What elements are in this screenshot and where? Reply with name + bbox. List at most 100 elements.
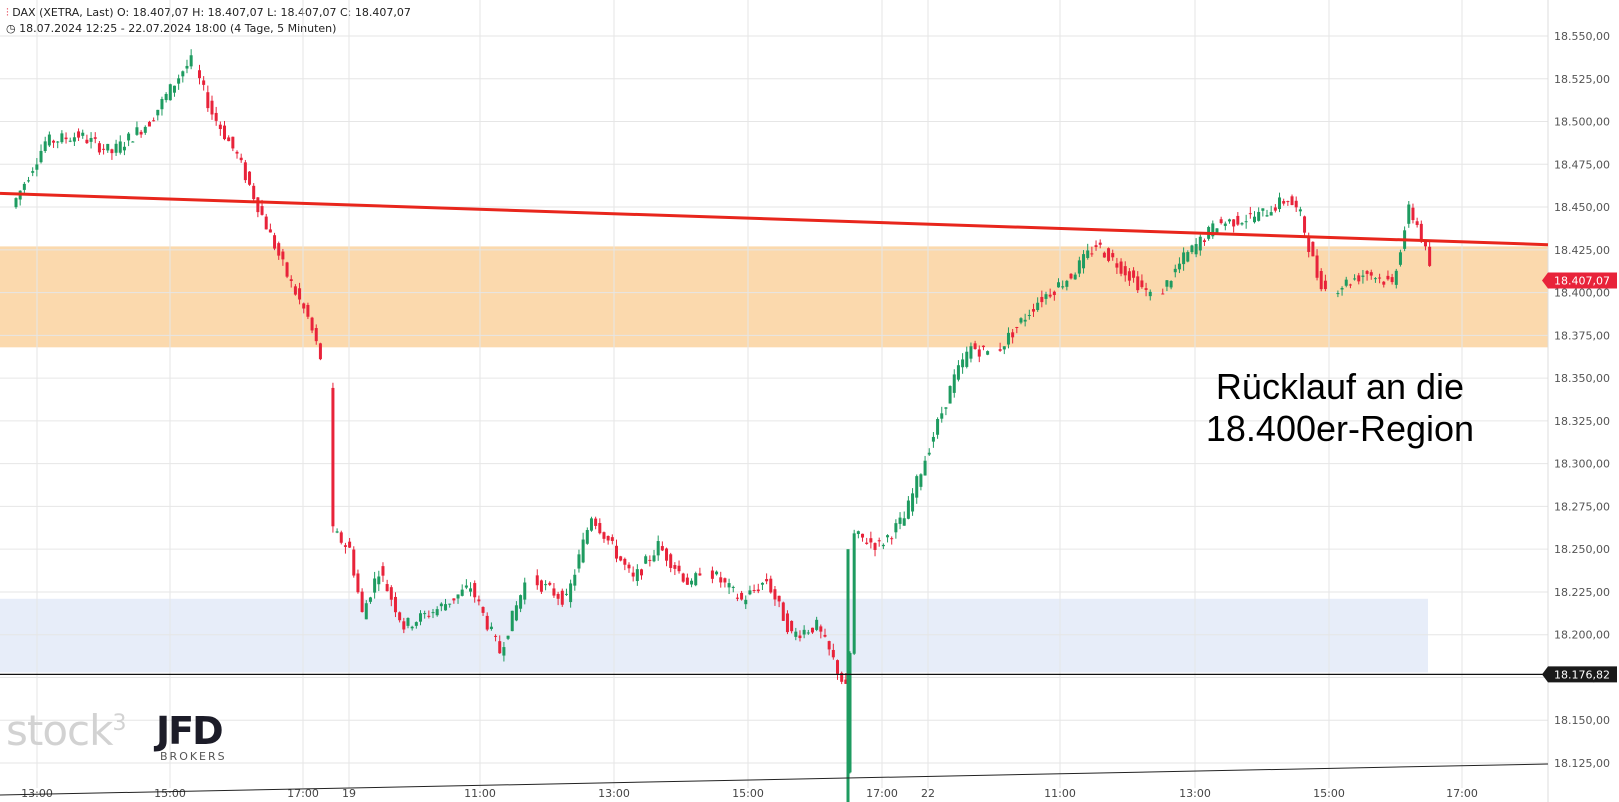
candle-body — [915, 476, 919, 498]
candle-body — [602, 532, 606, 539]
candle-body — [489, 626, 493, 630]
candle-body — [14, 198, 18, 208]
candle-body — [598, 523, 602, 534]
candle-body — [43, 141, 47, 152]
candle-body — [239, 157, 243, 161]
candle-body — [1094, 245, 1098, 248]
candle-body — [122, 146, 126, 151]
candle-body — [452, 598, 456, 601]
candle-icon: ⫶ — [6, 6, 9, 19]
candle-body — [1361, 275, 1365, 277]
candle-body — [610, 537, 614, 541]
candle-body — [289, 279, 293, 281]
candle-body — [89, 137, 93, 142]
candle-body — [881, 544, 885, 547]
candle-body — [77, 131, 81, 138]
candle-body — [1390, 277, 1394, 283]
gap-candle-body — [846, 549, 850, 802]
candle-body — [1261, 208, 1265, 211]
candle-body — [1244, 221, 1248, 223]
candle-body — [1086, 250, 1090, 258]
y-tick-label: 18.525,00 — [1554, 73, 1610, 86]
candle-body — [1294, 200, 1298, 208]
candle-body — [869, 538, 873, 543]
candle-body — [690, 580, 694, 585]
candle-body — [940, 413, 944, 419]
candle-body — [398, 612, 402, 621]
resistance-zone — [0, 246, 1548, 348]
candle-body — [948, 386, 952, 404]
candle-body — [1119, 261, 1123, 274]
candle-body — [147, 121, 151, 127]
candle-body — [1227, 219, 1231, 222]
period-info: (4 Tage, 5 Minuten) — [229, 22, 337, 35]
candle-body — [861, 533, 865, 538]
candle-body — [802, 629, 806, 635]
candle-body — [723, 578, 727, 583]
candle-body — [1048, 294, 1052, 297]
date-range: 18.07.2024 12:25 - 22.07.2024 18:00 — [19, 22, 227, 35]
candle-body — [1073, 274, 1077, 280]
candle-body — [886, 535, 890, 538]
price-label-bg — [1542, 272, 1617, 289]
candle-body — [97, 143, 101, 153]
candle-body — [806, 632, 810, 634]
candle-body — [840, 672, 844, 682]
candle-body — [1240, 223, 1244, 225]
candle-body — [635, 569, 639, 582]
candle-body — [810, 627, 814, 633]
candle-body — [464, 585, 468, 588]
candle-body — [47, 134, 51, 146]
candle-body — [977, 349, 981, 357]
candle-body — [1140, 280, 1144, 288]
candle-body — [765, 579, 769, 582]
x-tick-label: 13:00 — [21, 787, 53, 800]
y-tick-label: 18.300,00 — [1554, 458, 1610, 471]
candle-body — [1386, 275, 1390, 280]
candle-body — [573, 574, 577, 586]
candle-body — [856, 531, 860, 535]
candle-body — [1065, 280, 1069, 287]
candle-body — [277, 243, 281, 256]
candle-body — [164, 93, 168, 101]
candle-body — [1186, 252, 1190, 262]
candle-body — [1011, 332, 1015, 338]
candle-body — [1015, 326, 1019, 328]
candle-body — [1415, 221, 1419, 225]
candle-body — [681, 573, 685, 582]
candle-body — [906, 500, 910, 519]
candle-body — [844, 679, 848, 684]
candle-body — [1211, 223, 1215, 237]
candle-body — [1353, 278, 1357, 280]
candle-body — [1036, 302, 1040, 311]
candle-body — [231, 136, 235, 149]
candle-body — [306, 304, 310, 317]
candle-body — [1031, 309, 1035, 312]
annotation-line-2: 18.400er-Region — [1205, 408, 1475, 449]
candle-body — [836, 660, 839, 674]
candle-body — [1298, 209, 1302, 212]
candle-body — [218, 124, 222, 130]
candle-body — [498, 641, 502, 654]
candle-body — [640, 569, 644, 576]
x-tick-label: 13:00 — [1179, 787, 1211, 800]
candle-body — [877, 540, 881, 542]
candle-body — [823, 634, 827, 637]
y-tick-label: 18.450,00 — [1554, 201, 1610, 214]
candle-body — [1423, 241, 1427, 247]
candle-body — [1398, 252, 1402, 265]
candle-body — [264, 216, 268, 230]
x-tick-label: 11:00 — [1044, 787, 1076, 800]
candle-body — [961, 359, 965, 368]
candle-body — [189, 55, 193, 67]
candle-body — [548, 582, 552, 585]
candle-body — [39, 150, 43, 163]
candle-body — [31, 171, 35, 173]
candle-body — [152, 120, 156, 122]
candle-body — [1223, 223, 1227, 226]
candle-body — [1061, 286, 1065, 288]
candle-body — [673, 565, 677, 569]
candle-body — [752, 589, 756, 591]
jfd-logo: JFD — [156, 709, 224, 753]
